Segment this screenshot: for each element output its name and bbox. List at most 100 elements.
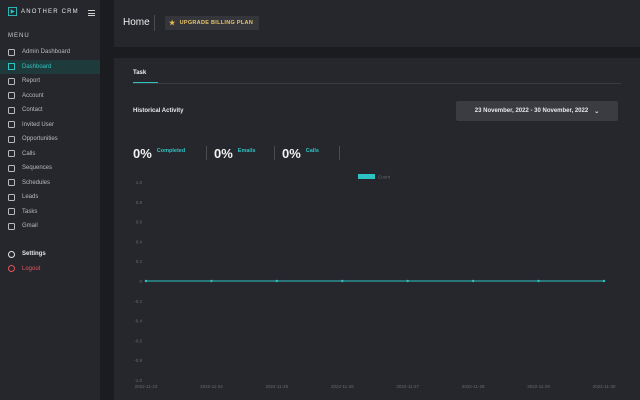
- sidebar-nav: Admin Dashboard Dashboard Report Account Con…: [0, 45, 100, 234]
- sidebar-item-label: Report: [22, 78, 41, 85]
- x-tick-label: 2022-11-26: [331, 384, 354, 389]
- divider: [154, 15, 155, 31]
- x-tick-label: 2022-11-23: [135, 384, 158, 389]
- x-tick-label: 2022-11-27: [396, 384, 419, 389]
- sidebar: ANOTHER CRM MENU Admin Dashboard Dashboar…: [0, 0, 100, 400]
- report-icon: [8, 77, 15, 85]
- x-tick-label: 2022-11-28: [462, 384, 485, 389]
- x-tick-label: 2022-11-29: [527, 384, 550, 389]
- y-tick-label: -0.4: [134, 319, 142, 324]
- date-range-picker[interactable]: 23 November, 2022 - 30 November, 2022 ⌄: [456, 101, 618, 121]
- stat-calls: 0% Calls: [282, 146, 319, 161]
- dashboard-grid-icon: [8, 63, 15, 71]
- legend-swatch: [358, 174, 375, 179]
- logo-icon: [8, 7, 17, 16]
- sidebar-item-report[interactable]: Report: [0, 74, 100, 89]
- app-name: ANOTHER CRM: [21, 8, 79, 15]
- sidebar-item-tasks[interactable]: Tasks: [0, 205, 100, 220]
- tab-task[interactable]: Task: [133, 70, 147, 76]
- mail-icon: [8, 222, 15, 230]
- y-tick-label: -0.2: [134, 299, 142, 304]
- date-range-text: 23 November, 2022 - 30 November, 2022: [474, 108, 589, 114]
- data-point: [144, 279, 148, 283]
- contact-icon: [8, 106, 15, 114]
- sidebar-item-label: Dashboard: [22, 63, 52, 70]
- sidebar-item-label: Invited User: [22, 121, 55, 128]
- sidebar-item-dashboard[interactable]: Dashboard: [0, 59, 100, 74]
- sidebar-item-label: Calls: [22, 150, 36, 157]
- stat-divider: [339, 146, 340, 160]
- hamburger-menu-icon[interactable]: [88, 10, 95, 18]
- calendar-icon: [8, 179, 15, 187]
- y-tick-label: 0: [139, 279, 142, 284]
- data-point: [471, 279, 475, 283]
- stat-value: 0%: [282, 146, 301, 161]
- stat-label: Calls: [305, 148, 319, 154]
- tasks-icon: [8, 208, 15, 216]
- menu-title: MENU: [8, 33, 30, 39]
- stat-label: Completed: [156, 148, 186, 154]
- page-title: Home: [123, 17, 150, 28]
- sidebar-item-label: Opportunities: [22, 136, 58, 143]
- data-point: [602, 279, 606, 283]
- y-tick-label: 0.6: [136, 220, 143, 225]
- top-bar: Home ★ UPGRADE BILLING PLAN: [114, 0, 640, 47]
- main-panel: Task Historical Activity 23 November, 20…: [114, 58, 640, 400]
- sidebar-item-label: Logout: [22, 265, 41, 272]
- leads-icon: [8, 193, 15, 201]
- sidebar-item-label: Admin Dashboard: [22, 49, 71, 56]
- y-tick-label: -0.8: [134, 358, 142, 363]
- admin-dashboard-icon: [8, 48, 15, 56]
- stat-divider: [206, 146, 207, 160]
- sidebar-item-label: Sequences: [22, 165, 53, 172]
- sidebar-bottom-nav: Settings Logout: [0, 247, 100, 276]
- stat-label: Emails: [237, 148, 256, 154]
- historical-activity-label: Historical Activity: [133, 108, 184, 114]
- sidebar-item-label: Settings: [22, 251, 46, 258]
- activity-line-chart: 1.00.80.60.40.20-0.2-0.4-0.6-0.8-1.02022…: [134, 174, 616, 389]
- legend-label: Count: [378, 175, 391, 180]
- opportunities-icon: [8, 135, 15, 143]
- sidebar-item-settings[interactable]: Settings: [0, 247, 100, 262]
- data-point: [210, 279, 213, 283]
- sidebar-item-calls[interactable]: Calls: [0, 147, 100, 162]
- data-point: [537, 279, 540, 283]
- tab-divider: [133, 83, 621, 84]
- sidebar-item-label: Contact: [22, 107, 43, 114]
- sidebar-item-leads[interactable]: Leads: [0, 190, 100, 205]
- stat-value: 0%: [214, 146, 233, 161]
- star-icon: ★: [169, 20, 176, 27]
- upgrade-billing-button[interactable]: ★ UPGRADE BILLING PLAN: [165, 16, 260, 30]
- x-tick-label: 2022-11-24: [200, 384, 223, 389]
- active-tab-indicator: [133, 82, 158, 83]
- upgrade-label: UPGRADE BILLING PLAN: [179, 20, 254, 26]
- sidebar-item-invited-user[interactable]: Invited User: [0, 118, 100, 133]
- y-tick-label: 0.2: [136, 259, 143, 264]
- y-tick-label: -0.6: [134, 338, 142, 343]
- stat-divider: [274, 146, 275, 160]
- sequences-icon: [8, 164, 15, 172]
- sidebar-item-opportunities[interactable]: Opportunities: [0, 132, 100, 147]
- sidebar-item-label: Gmail: [22, 223, 38, 230]
- y-tick-label: -1.0: [134, 378, 142, 383]
- sidebar-item-logout[interactable]: Logout: [0, 262, 100, 277]
- sidebar-item-label: Tasks: [22, 208, 38, 215]
- y-tick-label: 0.4: [136, 239, 143, 244]
- sidebar-item-gmail[interactable]: Gmail: [0, 219, 100, 234]
- chevron-down-icon: ⌄: [594, 108, 600, 115]
- app-logo[interactable]: ANOTHER CRM: [8, 7, 79, 16]
- sidebar-item-schedules[interactable]: Schedules: [0, 176, 100, 191]
- data-point: [275, 279, 279, 283]
- data-point: [406, 279, 409, 283]
- sidebar-item-sequences[interactable]: Sequences: [0, 161, 100, 176]
- sidebar-item-admin-dashboard[interactable]: Admin Dashboard: [0, 45, 100, 60]
- stat-emails: 0% Emails: [214, 146, 256, 161]
- gear-icon: [8, 250, 15, 258]
- phone-icon: [8, 150, 15, 158]
- sidebar-item-label: Schedules: [22, 179, 51, 186]
- account-icon: [8, 92, 15, 100]
- logout-icon: [8, 265, 15, 273]
- sidebar-item-account[interactable]: Account: [0, 89, 100, 104]
- x-tick-label: 2022-11-30: [593, 384, 616, 389]
- sidebar-item-contact[interactable]: Contact: [0, 103, 100, 118]
